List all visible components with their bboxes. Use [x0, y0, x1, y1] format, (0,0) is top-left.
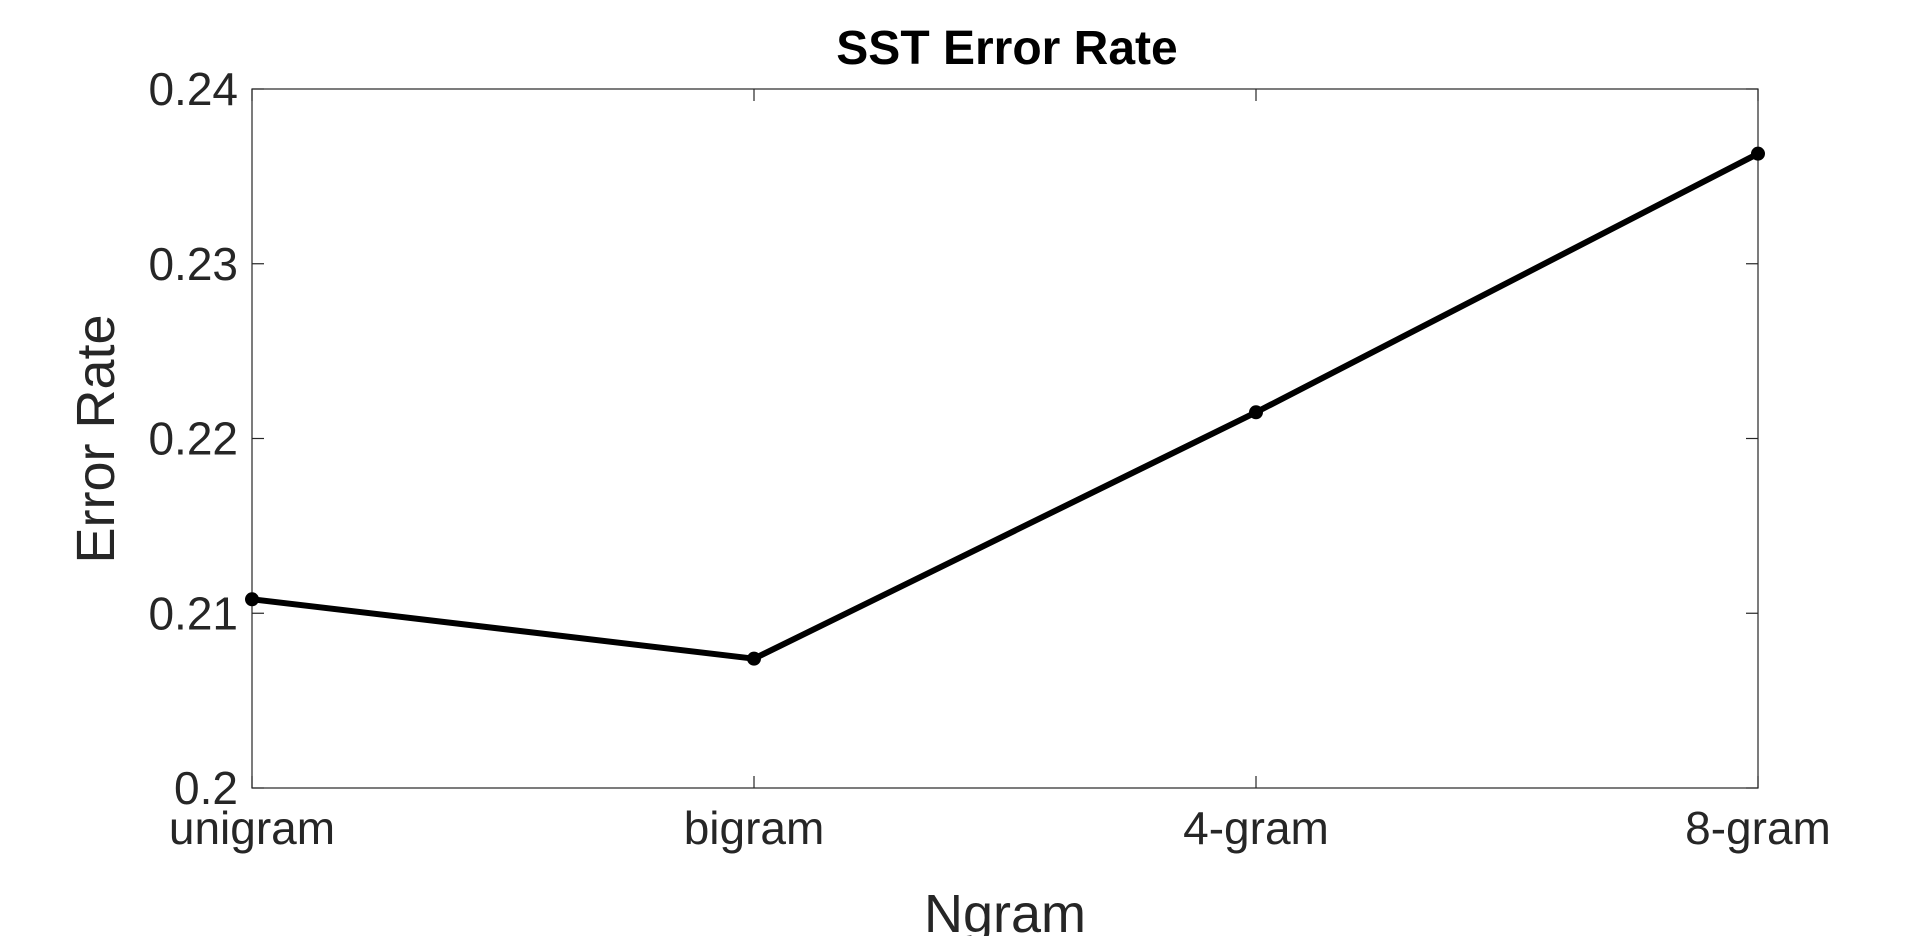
x-tick-label: 4-gram: [1183, 802, 1329, 854]
x-axis-label: Ngram: [924, 884, 1086, 936]
x-tick-label: unigram: [169, 802, 335, 854]
y-axis-ticks: 0.2 0.21 0.22 0.23 0.24: [148, 63, 1758, 814]
y-axis-label: Error Rate: [66, 314, 126, 563]
series-line: [249, 150, 1761, 662]
y-tick-label: 0.23: [148, 238, 238, 290]
data-point: [747, 651, 761, 666]
y-tick-label: 0.24: [148, 63, 238, 115]
data-point: [245, 592, 259, 607]
x-tick-label: bigram: [684, 802, 825, 854]
chart-title: SST Error Rate: [836, 22, 1177, 75]
y-tick-label: 0.21: [148, 587, 238, 639]
x-tick-label: 8-gram: [1685, 802, 1831, 854]
series-markers: [245, 146, 1765, 666]
data-point: [1249, 405, 1263, 420]
data-point: [1751, 146, 1765, 161]
y-tick-label: 0.2: [174, 762, 238, 814]
x-axis-ticks: unigram bigram 4-gram 8-gram: [169, 89, 1831, 854]
y-tick-label: 0.22: [148, 413, 238, 465]
plot-area-frame: [251, 88, 1759, 789]
